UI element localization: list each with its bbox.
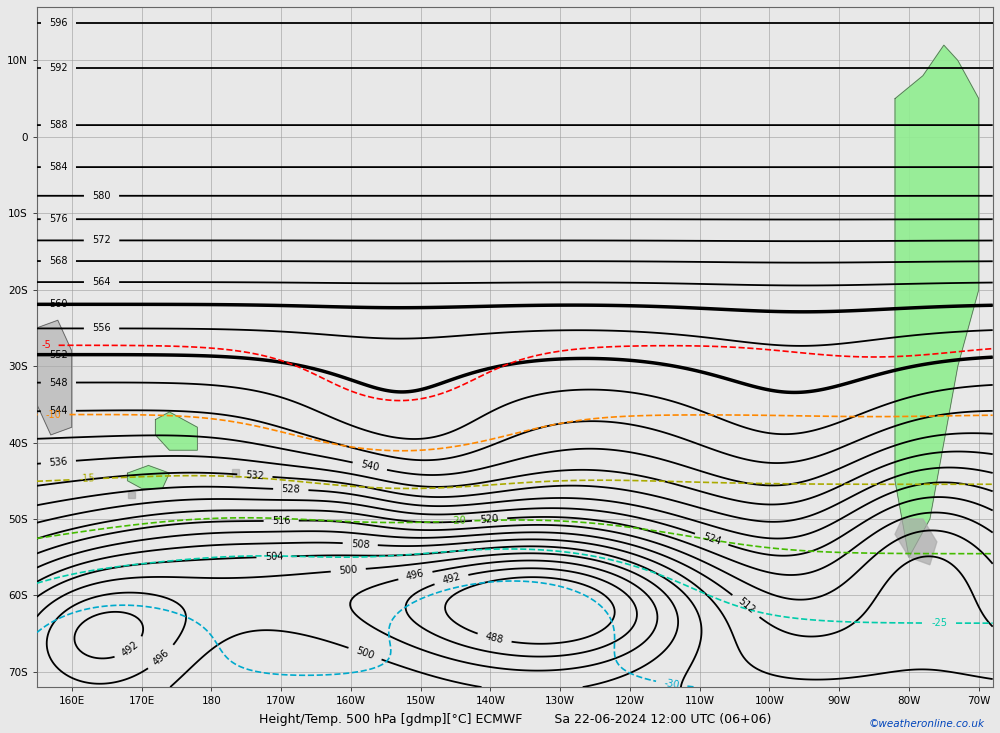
Text: 548: 548 <box>49 377 68 388</box>
Text: 588: 588 <box>49 120 68 130</box>
Text: -25: -25 <box>932 618 948 628</box>
Text: 508: 508 <box>351 539 370 550</box>
Polygon shape <box>128 493 135 498</box>
Text: 492: 492 <box>120 640 141 659</box>
Text: 496: 496 <box>151 647 172 668</box>
Text: 560: 560 <box>49 299 68 309</box>
Text: 596: 596 <box>49 18 68 28</box>
Text: 500: 500 <box>339 564 358 576</box>
Text: -5: -5 <box>42 340 51 350</box>
Text: 496: 496 <box>405 569 425 582</box>
Text: 488: 488 <box>484 631 505 646</box>
Text: 580: 580 <box>92 191 111 201</box>
Polygon shape <box>37 320 72 435</box>
Text: 584: 584 <box>49 162 68 172</box>
Text: 592: 592 <box>49 63 68 73</box>
Text: 540: 540 <box>360 460 380 473</box>
Text: 536: 536 <box>49 457 68 468</box>
Text: -30: -30 <box>663 678 680 690</box>
Text: 512: 512 <box>736 596 756 616</box>
Text: 564: 564 <box>92 277 111 287</box>
Text: 568: 568 <box>49 256 68 266</box>
Text: 524: 524 <box>701 531 722 547</box>
Text: 516: 516 <box>272 516 290 526</box>
Text: 504: 504 <box>265 551 283 562</box>
Text: -10: -10 <box>46 410 61 419</box>
Text: 556: 556 <box>92 323 111 334</box>
Polygon shape <box>895 519 937 565</box>
Text: -20: -20 <box>450 516 467 526</box>
Polygon shape <box>895 45 979 557</box>
Text: 492: 492 <box>441 572 462 586</box>
Polygon shape <box>155 412 197 450</box>
Text: 528: 528 <box>281 485 300 495</box>
Text: 500: 500 <box>355 646 375 661</box>
Text: 552: 552 <box>49 350 68 360</box>
Polygon shape <box>128 465 169 488</box>
Polygon shape <box>232 469 239 477</box>
X-axis label: Height/Temp. 500 hPa [gdmp][°C] ECMWF        Sa 22-06-2024 12:00 UTC (06+06): Height/Temp. 500 hPa [gdmp][°C] ECMWF Sa… <box>259 713 771 726</box>
Text: 532: 532 <box>245 470 265 482</box>
Text: -15: -15 <box>79 474 95 485</box>
Text: 576: 576 <box>49 214 68 224</box>
Text: 572: 572 <box>92 235 111 246</box>
Text: 520: 520 <box>480 514 499 525</box>
Text: 544: 544 <box>49 406 68 416</box>
Text: ©weatheronline.co.uk: ©weatheronline.co.uk <box>869 719 985 729</box>
